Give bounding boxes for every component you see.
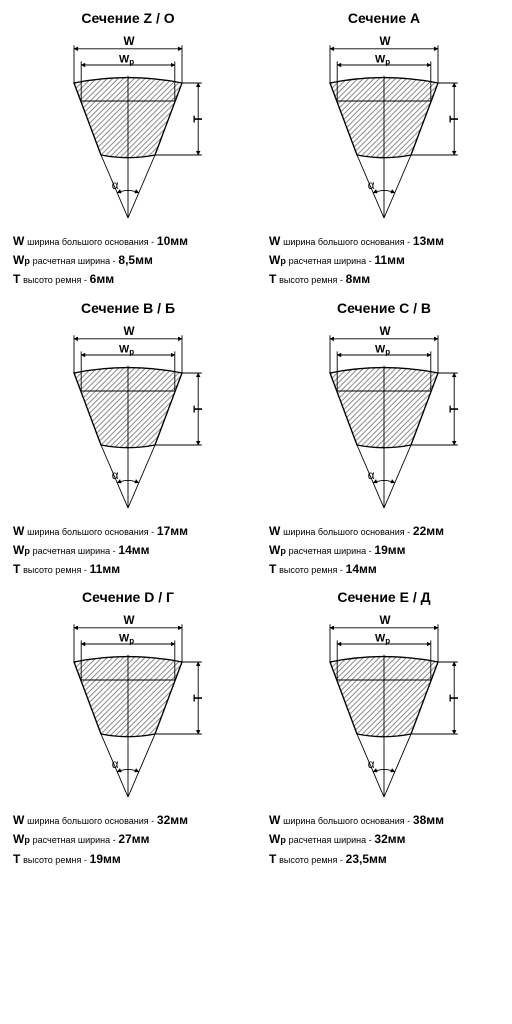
svg-text:α: α bbox=[368, 469, 375, 482]
svg-text:α: α bbox=[112, 179, 119, 192]
svg-text:T: T bbox=[448, 404, 461, 412]
spec-w-line: W ширина большого основания - 38мм bbox=[269, 811, 499, 830]
spec-block: W ширина большого основания - 13мм Wp ра… bbox=[269, 232, 499, 290]
svg-text:Wp: Wp bbox=[119, 343, 134, 356]
spec-wp-line: Wp расчетная ширина - 19мм bbox=[269, 541, 499, 560]
section-cell: Сечение A α W Wp T W ширина большо bbox=[266, 10, 502, 290]
spec-wp-line: Wp расчетная ширина - 32мм bbox=[269, 830, 499, 849]
svg-text:T: T bbox=[192, 404, 205, 412]
svg-text:α: α bbox=[368, 758, 375, 771]
section-cell: Сечение D / Г α W Wp T W ширина бо bbox=[10, 589, 246, 869]
svg-text:T: T bbox=[448, 694, 461, 702]
spec-wp-line: Wp расчетная ширина - 14мм bbox=[13, 541, 243, 560]
belt-cross-section-diagram: α W Wp T bbox=[294, 318, 474, 518]
section-cell: Сечение B / Б α W Wp T W ширина бо bbox=[10, 300, 246, 580]
section-title: Сечение D / Г bbox=[82, 589, 174, 605]
section-cell: Сечение C / В α W Wp T W ширина бо bbox=[266, 300, 502, 580]
svg-text:W: W bbox=[380, 325, 392, 338]
section-cell: Сечение Z / O α W Wp T W ширина бо bbox=[10, 10, 246, 290]
spec-wp-line: Wp расчетная ширина - 11мм bbox=[269, 251, 499, 270]
section-title: Сечение C / В bbox=[337, 300, 431, 316]
svg-text:T: T bbox=[192, 115, 205, 123]
section-title: Сечение A bbox=[348, 10, 420, 26]
spec-w-line: W ширина большого основания - 22мм bbox=[269, 522, 499, 541]
spec-t-line: T высото ремня - 23,5мм bbox=[269, 850, 499, 869]
svg-text:W: W bbox=[124, 35, 136, 48]
section-title: Сечение Z / O bbox=[81, 10, 174, 26]
spec-t-line: T высото ремня - 14мм bbox=[269, 560, 499, 579]
belt-cross-section-diagram: α W Wp T bbox=[38, 318, 218, 518]
spec-block: W ширина большого основания - 38мм Wp ра… bbox=[269, 811, 499, 869]
belt-cross-section-diagram: α W Wp T bbox=[38, 28, 218, 228]
spec-t-line: T высото ремня - 6мм bbox=[13, 270, 243, 289]
svg-text:W: W bbox=[124, 614, 136, 627]
sections-grid: Сечение Z / O α W Wp T W ширина бо bbox=[0, 0, 512, 879]
spec-wp-line: Wp расчетная ширина - 27мм bbox=[13, 830, 243, 849]
section-title: Сечение E / Д bbox=[337, 589, 430, 605]
svg-text:Wp: Wp bbox=[119, 53, 134, 66]
spec-wp-line: Wp расчетная ширина - 8,5мм bbox=[13, 251, 243, 270]
spec-block: W ширина большого основания - 17мм Wp ра… bbox=[13, 522, 243, 580]
spec-w-line: W ширина большого основания - 32мм bbox=[13, 811, 243, 830]
belt-cross-section-diagram: α W Wp T bbox=[294, 607, 474, 807]
svg-text:T: T bbox=[192, 694, 205, 702]
spec-w-line: W ширина большого основания - 17мм bbox=[13, 522, 243, 541]
belt-cross-section-diagram: α W Wp T bbox=[294, 28, 474, 228]
belt-cross-section-diagram: α W Wp T bbox=[38, 607, 218, 807]
svg-text:α: α bbox=[112, 469, 119, 482]
svg-text:Wp: Wp bbox=[119, 632, 134, 645]
spec-w-line: W ширина большого основания - 13мм bbox=[269, 232, 499, 251]
section-title: Сечение B / Б bbox=[81, 300, 175, 316]
spec-block: W ширина большого основания - 32мм Wp ра… bbox=[13, 811, 243, 869]
spec-t-line: T высото ремня - 11мм bbox=[13, 560, 243, 579]
svg-text:Wp: Wp bbox=[375, 632, 390, 645]
svg-text:W: W bbox=[124, 325, 136, 338]
spec-t-line: T высото ремня - 19мм bbox=[13, 850, 243, 869]
svg-text:T: T bbox=[448, 115, 461, 123]
spec-t-line: T высото ремня - 8мм bbox=[269, 270, 499, 289]
section-cell: Сечение E / Д α W Wp T W ширина бо bbox=[266, 589, 502, 869]
svg-text:W: W bbox=[380, 35, 392, 48]
spec-block: W ширина большого основания - 10мм Wp ра… bbox=[13, 232, 243, 290]
svg-text:Wp: Wp bbox=[375, 53, 390, 66]
spec-block: W ширина большого основания - 22мм Wp ра… bbox=[269, 522, 499, 580]
spec-w-line: W ширина большого основания - 10мм bbox=[13, 232, 243, 251]
svg-text:Wp: Wp bbox=[375, 343, 390, 356]
svg-text:α: α bbox=[368, 179, 375, 192]
svg-text:W: W bbox=[380, 614, 392, 627]
svg-text:α: α bbox=[112, 758, 119, 771]
